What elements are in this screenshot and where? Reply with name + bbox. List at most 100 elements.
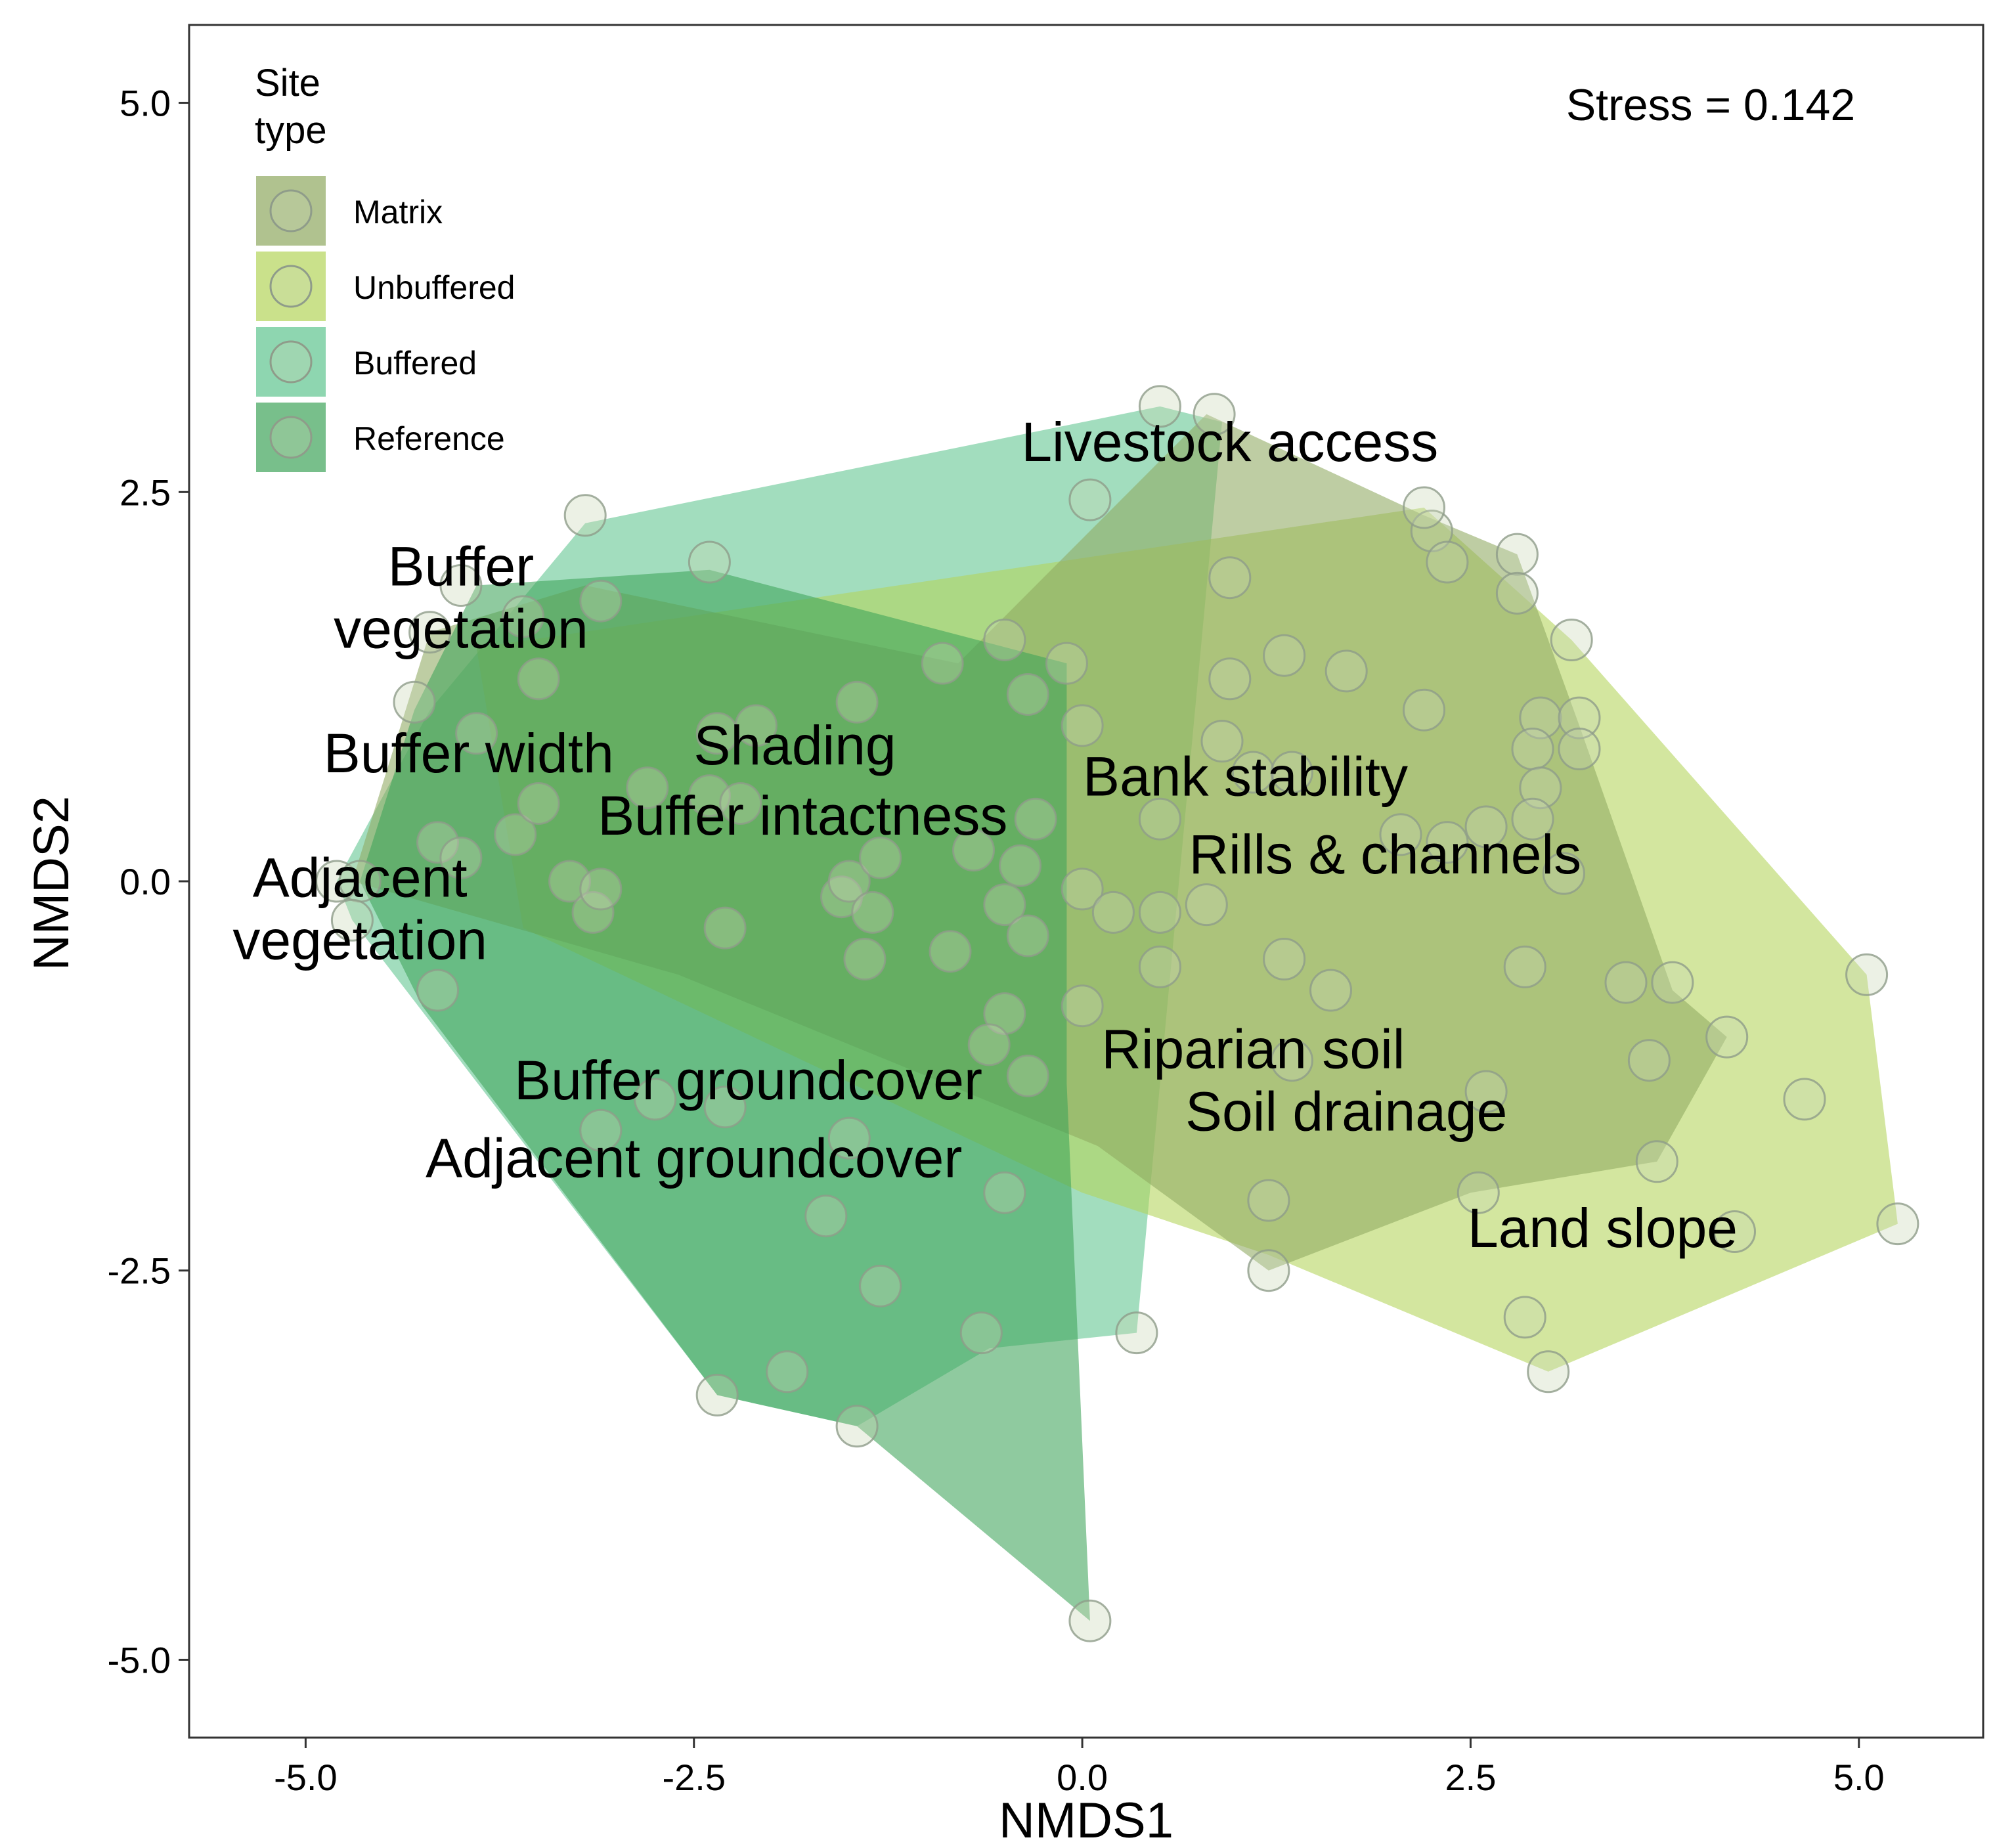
data-point (1270, 1039, 1313, 1082)
data-point (1845, 953, 1889, 996)
data-point (967, 1023, 1011, 1066)
data-point (827, 1116, 871, 1160)
vector-label-vegetation: vegetation (334, 598, 588, 659)
axes-layer: -5.0 -2.5 0.0 2.5 5.0 5.0 2.5 0.0 -2.5 -5.0 (108, 83, 1885, 1798)
data-point (1542, 852, 1585, 895)
data-point (999, 844, 1041, 887)
data-point (517, 782, 560, 825)
data-point (634, 1078, 677, 1121)
data-point (1550, 619, 1593, 661)
y-tick-label: 0.0 (120, 861, 171, 902)
data-point (517, 657, 560, 701)
data-point (1006, 673, 1049, 716)
data-point (502, 595, 545, 638)
data-point (1061, 704, 1104, 747)
data-point (1325, 649, 1368, 693)
data-point (921, 642, 964, 685)
data-point (1263, 938, 1306, 980)
vector-label-livestock-access: Livestock access (1021, 411, 1438, 473)
vector-label-bank-stability: Bank stability (1083, 746, 1408, 808)
data-point (1558, 696, 1601, 739)
y-tick-label: -2.5 (108, 1250, 171, 1292)
data-point (851, 890, 894, 934)
data-point (626, 766, 669, 810)
data-point (1208, 556, 1252, 600)
data-point (688, 540, 731, 584)
data-point (1006, 914, 1049, 957)
y-tick-label: 5.0 (120, 83, 171, 124)
data-point (1138, 797, 1181, 841)
data-point (1138, 385, 1181, 428)
y-tick-label: 2.5 (120, 472, 171, 513)
data-point (766, 1350, 809, 1394)
data-point (494, 813, 537, 856)
vector-label-buffer: Buffer (388, 536, 535, 598)
legend: Site type Matrix Unbuffered Buffered Refere… (255, 62, 515, 472)
data-point (1783, 1078, 1826, 1121)
legend-label-buffered: Buffered (353, 345, 477, 382)
legend-key-matrix (256, 176, 326, 246)
data-point (408, 611, 452, 654)
data-point (579, 1109, 623, 1152)
data-point (1464, 1070, 1508, 1113)
data-point (835, 1405, 879, 1448)
data-point (1511, 797, 1554, 841)
data-point (1403, 486, 1445, 529)
data-point (1231, 751, 1275, 794)
legend-keys: Matrix Unbuffered Buffered Reference (256, 176, 515, 472)
legend-title-line2: type (255, 109, 327, 152)
data-point (983, 883, 1026, 927)
legend-label-matrix: Matrix (353, 194, 443, 230)
vector-label-shading: Shading (693, 714, 896, 776)
data-point (859, 1264, 902, 1307)
y-axis-title: NMDS2 (24, 796, 79, 971)
x-tick-label: -5.0 (274, 1757, 338, 1798)
x-tick-label: 0.0 (1057, 1757, 1108, 1798)
vector-label-adjacent-groundcover: Adjacent groundcover (426, 1128, 962, 1189)
legend-key-point (269, 265, 313, 308)
data-point (1558, 728, 1601, 770)
x-axis-title: NMDS1 (999, 1793, 1173, 1844)
hull-layer (336, 406, 1898, 1621)
stress-annotation: Stress = 0.142 (1566, 80, 1855, 130)
data-point (835, 680, 879, 724)
data-point (1457, 1171, 1500, 1214)
data-point (1511, 728, 1554, 770)
x-tick-label: 5.0 (1833, 1757, 1885, 1798)
data-point (1068, 478, 1112, 521)
data-point (843, 938, 887, 980)
data-point (703, 906, 747, 950)
data-point (1006, 1054, 1049, 1097)
hull-reference (360, 569, 1090, 1621)
data-point (734, 704, 778, 747)
data-point (695, 1373, 739, 1416)
data-point (330, 898, 374, 942)
data-point (1247, 1249, 1290, 1292)
legend-key-buffered (256, 327, 326, 397)
data-point (1208, 657, 1252, 701)
data-point (1403, 688, 1445, 732)
data-point (439, 564, 483, 607)
data-point (1426, 540, 1469, 584)
vector-label-soil-drainage: Soil drainage (1185, 1080, 1507, 1142)
data-point (1068, 1599, 1112, 1642)
vector-label-buffer-width: Buffer width (324, 722, 614, 784)
data-point (1527, 1350, 1570, 1394)
data-point (1410, 510, 1453, 552)
data-point (1061, 984, 1104, 1028)
data-point (929, 930, 972, 973)
data-point (703, 1086, 747, 1129)
data-point (579, 867, 623, 911)
data-point (1503, 945, 1546, 988)
data-point (827, 860, 871, 903)
data-point (571, 890, 615, 934)
legend-key-point (269, 340, 313, 384)
vector-label-buffer-groundcover: Buffer groundcover (514, 1049, 982, 1111)
x-tick-label: 2.5 (1445, 1757, 1496, 1798)
data-point (1138, 945, 1181, 988)
legend-key-unbuffered (256, 252, 326, 321)
data-point (1713, 1210, 1756, 1253)
data-point (719, 782, 762, 825)
